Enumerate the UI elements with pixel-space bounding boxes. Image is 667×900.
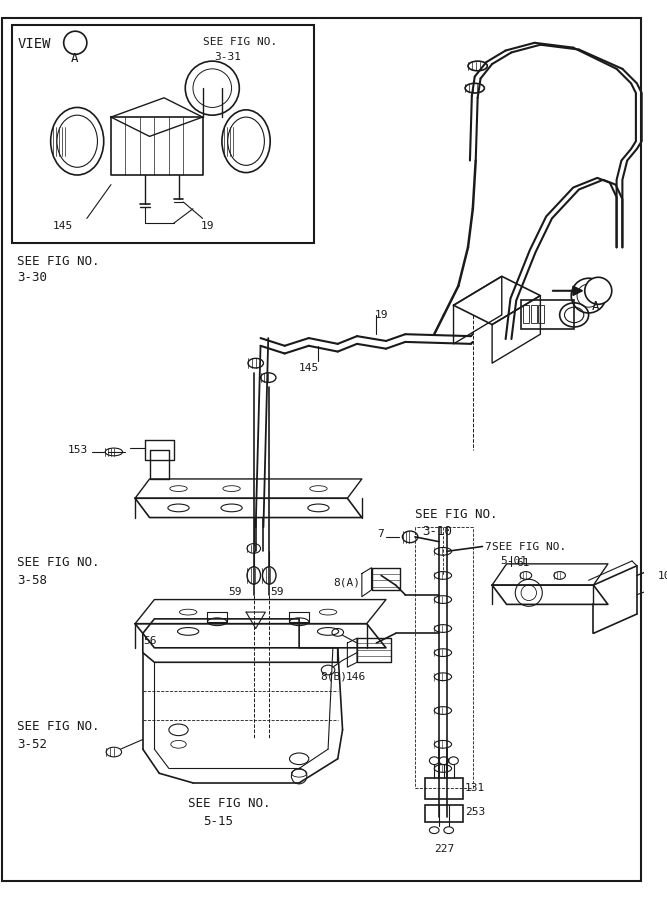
Bar	[425, 806, 463, 823]
Text: VIEW: VIEW	[17, 37, 51, 51]
Text: 7: 7	[484, 542, 491, 552]
Text: 61: 61	[516, 558, 530, 568]
Text: 153: 153	[67, 446, 88, 455]
Text: 131: 131	[465, 783, 486, 793]
Text: A: A	[592, 301, 599, 313]
Text: 146: 146	[346, 672, 366, 682]
Text: 59: 59	[270, 587, 283, 597]
Circle shape	[585, 277, 612, 304]
Bar	[11, 25, 313, 242]
Text: 145: 145	[53, 221, 73, 231]
Text: A: A	[71, 52, 78, 66]
Text: 8(A): 8(A)	[333, 578, 360, 588]
Text: 3-58: 3-58	[17, 573, 47, 587]
Text: 7: 7	[378, 529, 384, 539]
Bar	[521, 301, 574, 329]
Text: 8(B): 8(B)	[320, 672, 348, 682]
Bar	[523, 305, 529, 322]
Text: 145: 145	[299, 364, 319, 374]
Text: SEE FIG NO.: SEE FIG NO.	[17, 720, 100, 733]
Text: SEE FIG NO.: SEE FIG NO.	[17, 255, 100, 268]
Text: 19: 19	[201, 221, 214, 231]
Text: SEE FIG NO.: SEE FIG NO.	[17, 556, 100, 569]
Bar	[425, 778, 463, 799]
Text: 3-10: 3-10	[423, 526, 453, 538]
Bar	[538, 305, 544, 322]
Text: 3-31: 3-31	[214, 52, 241, 62]
Bar	[531, 305, 536, 322]
Text: 3-30: 3-30	[17, 272, 47, 284]
Text: SEE FIG NO.: SEE FIG NO.	[492, 542, 566, 552]
Text: 56: 56	[143, 636, 156, 646]
Text: 253: 253	[465, 807, 486, 817]
Text: 10: 10	[658, 571, 667, 580]
Text: 59: 59	[229, 587, 242, 597]
Text: SEE FIG NO.: SEE FIG NO.	[203, 37, 277, 47]
Text: 19: 19	[374, 310, 388, 320]
Text: SEE FIG NO.: SEE FIG NO.	[415, 508, 498, 521]
Text: SEE FIG NO.: SEE FIG NO.	[188, 797, 271, 810]
Text: 5-15: 5-15	[203, 814, 233, 828]
Text: 227: 227	[434, 843, 454, 854]
Text: 5-01: 5-01	[500, 556, 527, 566]
Text: 3-52: 3-52	[17, 738, 47, 751]
